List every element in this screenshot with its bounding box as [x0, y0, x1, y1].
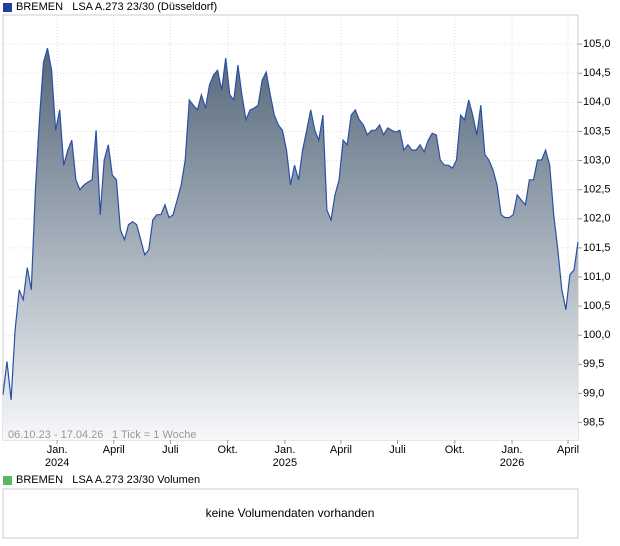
x-tick-label: Okt. — [445, 444, 465, 456]
y-tick-label: 104,0 — [583, 96, 611, 108]
y-tick-label: 100,0 — [583, 329, 611, 341]
volume-title: BREMEN LSA A.273 23/30 Volumen — [16, 474, 200, 486]
x-year-label: 2025 — [273, 457, 297, 469]
x-tick-label: Okt. — [218, 444, 238, 456]
y-tick-label: 102,0 — [583, 213, 611, 225]
x-tick-label: Jan. — [47, 444, 68, 456]
x-tick-label: Juli — [162, 444, 179, 456]
y-tick-label: 98,5 — [583, 416, 604, 428]
area — [3, 48, 578, 440]
volume-panel — [2, 488, 579, 539]
x-tick-label: April — [330, 444, 352, 456]
legend-swatch — [3, 3, 12, 12]
tick-note: 1 Tick = 1 Woche — [112, 429, 196, 441]
x-tick-label: April — [103, 444, 125, 456]
y-tick-label: 101,5 — [583, 242, 611, 254]
x-tick-label: Jan. — [502, 444, 523, 456]
y-tick-label: 104,5 — [583, 67, 611, 79]
y-tick-label: 103,5 — [583, 125, 611, 137]
y-tick-label: 103,0 — [583, 154, 611, 166]
x-tick-label: Juli — [389, 444, 406, 456]
x-year-label: 2026 — [500, 457, 524, 469]
x-tick-label: Jan. — [275, 444, 296, 456]
chart-title: BREMEN LSA A.273 23/30 (Düsseldorf) — [16, 1, 217, 13]
volume-message: keine Volumendaten vorhanden — [206, 506, 375, 520]
price-line — [2, 48, 579, 400]
date-range: 06.10.23 - 17.04.26 — [8, 429, 103, 441]
y-tick-label: 99,0 — [583, 387, 604, 399]
y-tick-label: 100,5 — [583, 300, 611, 312]
legend-swatch — [3, 476, 12, 485]
y-tick-label: 105,0 — [583, 38, 611, 50]
y-tick-label: 101,0 — [583, 271, 611, 283]
x-tick-label: April — [557, 444, 579, 456]
x-year-label: 2024 — [45, 457, 69, 469]
y-tick-label: 99,5 — [583, 358, 604, 370]
y-tick-label: 102,5 — [583, 184, 611, 196]
